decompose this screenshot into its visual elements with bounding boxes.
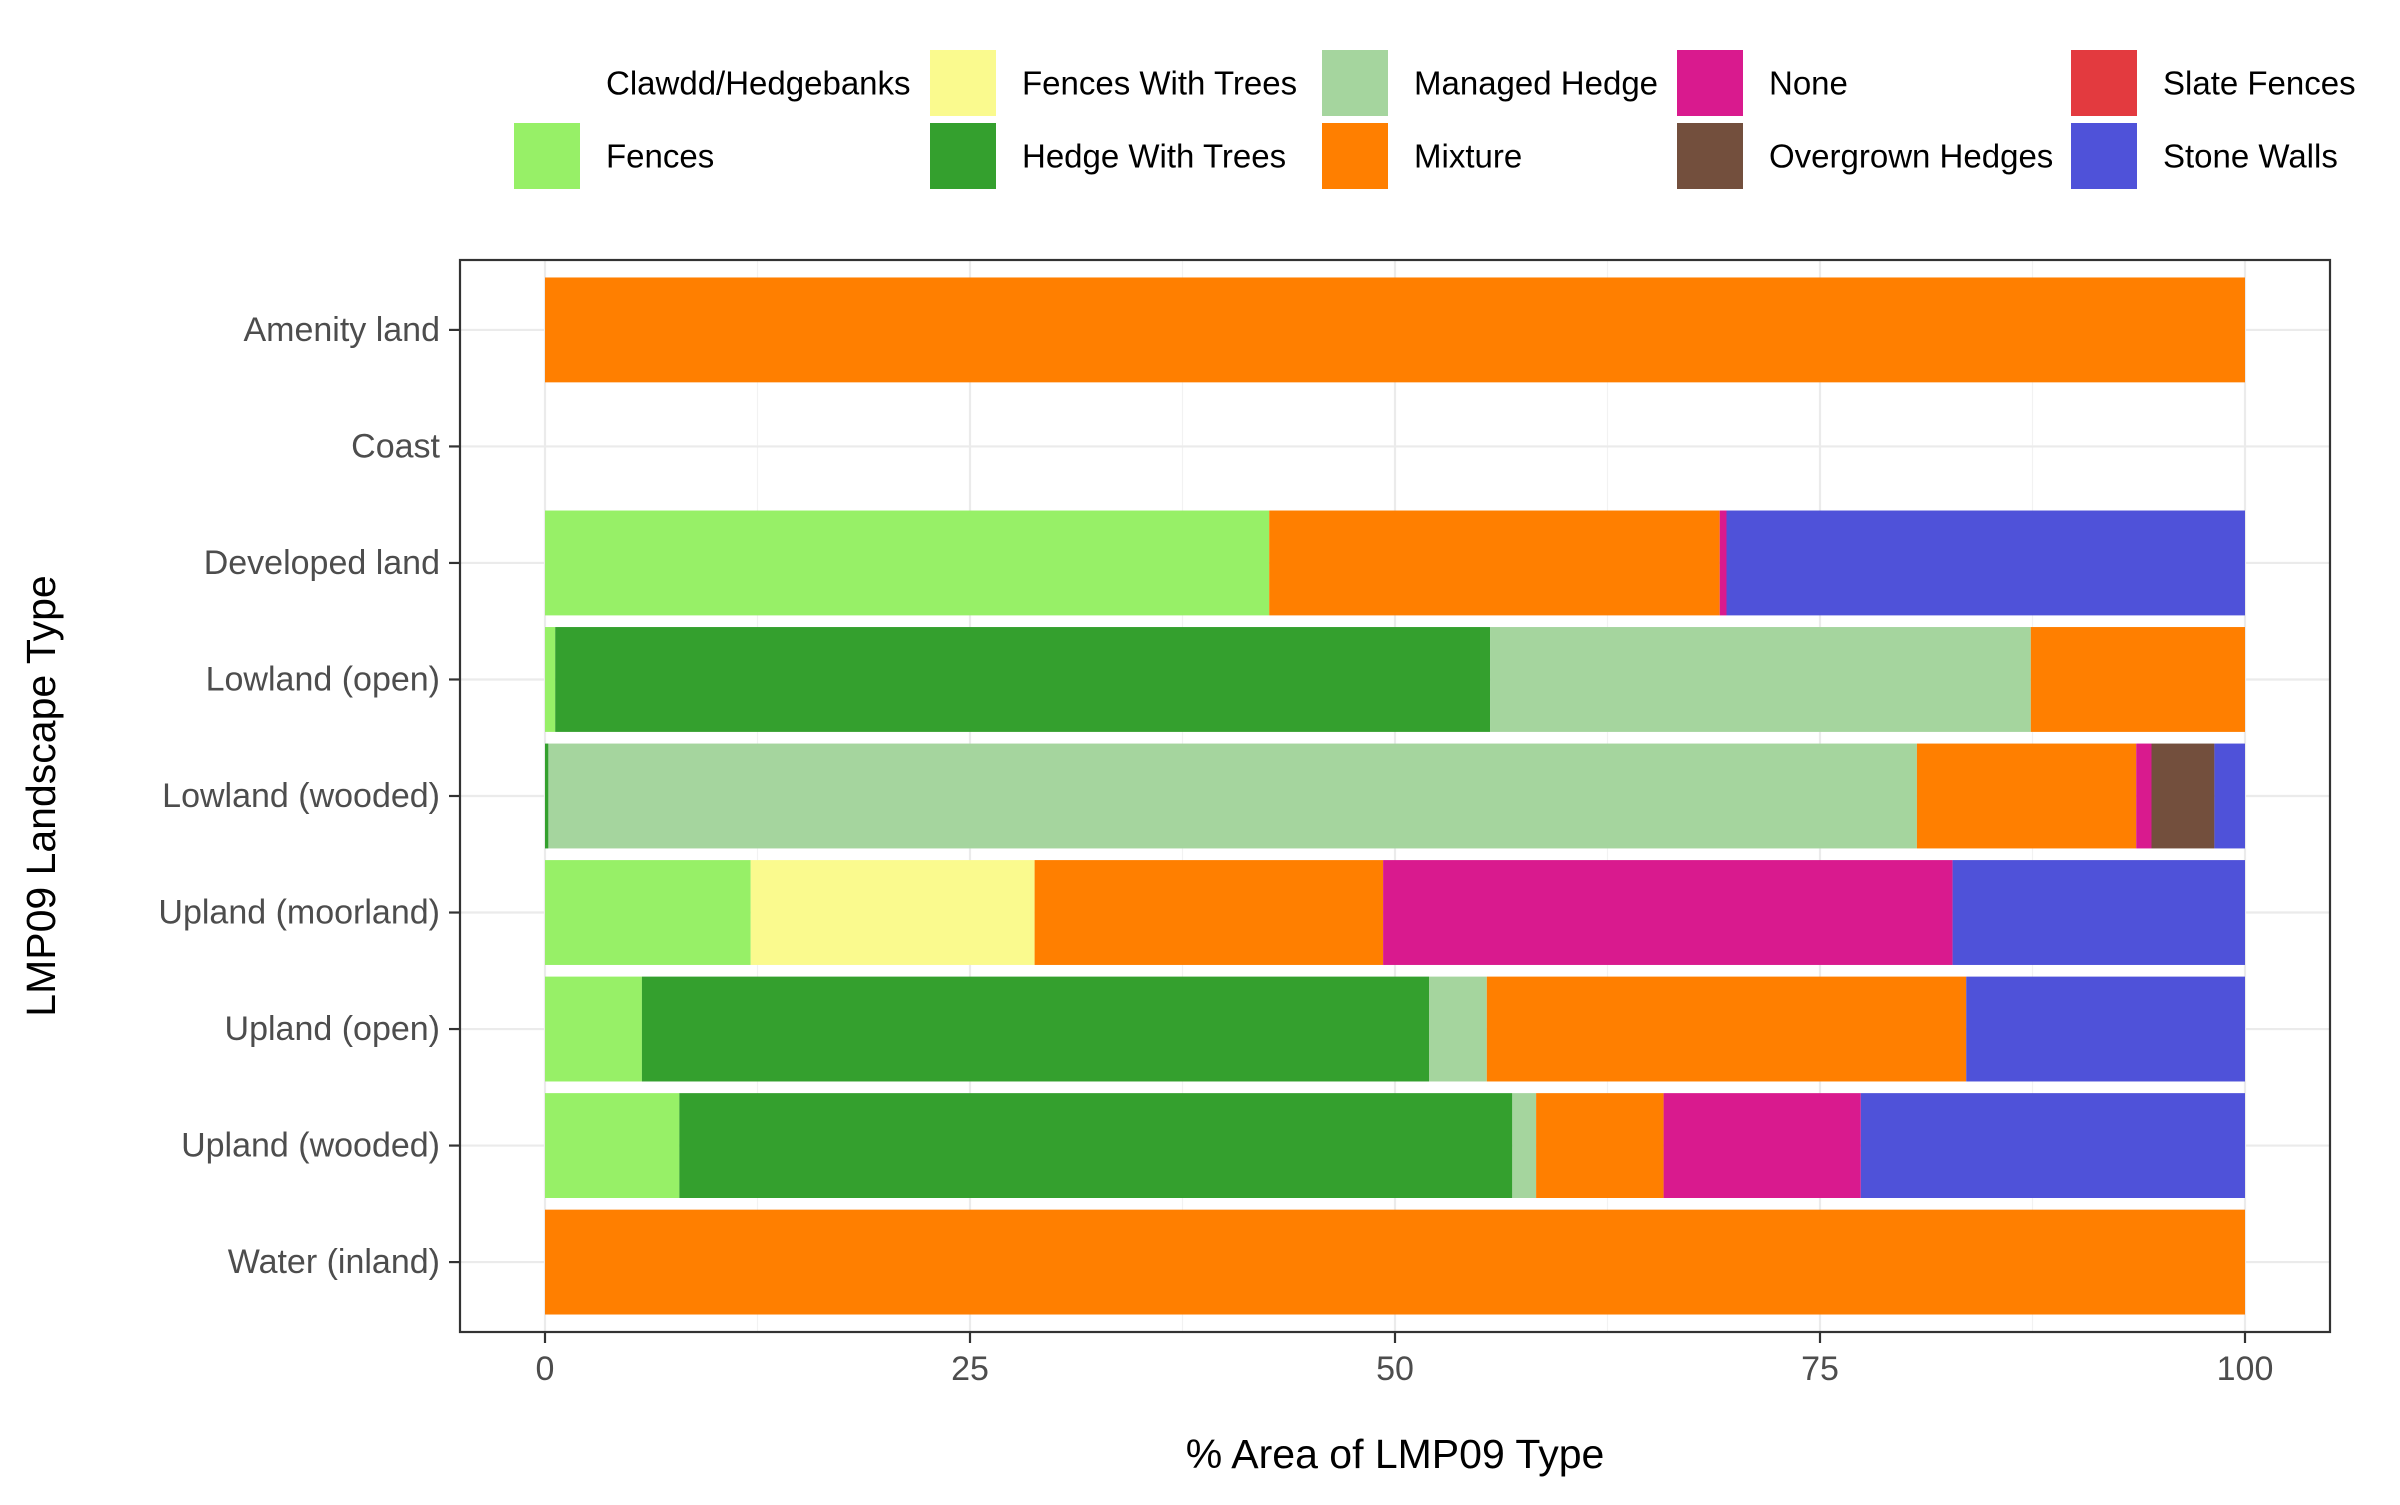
y-tick-label: Amenity land — [243, 311, 440, 349]
bar-lowland-open-hedge-with-trees — [555, 627, 1491, 732]
bar-upland-wooded-managed-hedge — [1512, 1093, 1537, 1198]
legend-item-mixture: Mixture — [1322, 123, 1522, 189]
legend-item-fences-with-trees: Fences With Trees — [930, 50, 1297, 116]
y-tick-label: Coast — [351, 427, 440, 465]
bar-upland-open-managed-hedge — [1429, 976, 1487, 1082]
legend-key — [514, 50, 580, 116]
legend-label: Fences — [606, 138, 714, 175]
x-tick-label: 75 — [1801, 1350, 1839, 1388]
legend-item-overgrown-hedges: Overgrown Hedges — [1677, 123, 2053, 189]
x-tick-label: 100 — [2217, 1350, 2274, 1388]
bar-lowland-wooded-hedge-with-trees — [545, 743, 549, 849]
bar-upland-wooded-hedge-with-trees — [679, 1093, 1513, 1198]
x-axis: 0 25 50 75 100 — [536, 1332, 2274, 1388]
bar-upland-moorland-stone-walls — [1952, 860, 2245, 965]
bar-upland-open-hedge-with-trees — [641, 976, 1429, 1082]
x-tick-label: 0 — [536, 1350, 555, 1388]
legend-label: Hedge With Trees — [1022, 138, 1286, 175]
bar-lowland-wooded-mixture — [1916, 743, 2137, 849]
bar-lowland-open-mixture — [2030, 627, 2245, 732]
bar-lowland-open-fences — [545, 627, 556, 732]
legend-key — [514, 123, 580, 189]
bar-water-inland-mixture — [545, 1209, 2245, 1315]
legend-label: Slate Fences — [2163, 65, 2356, 102]
bar-developed-land-mixture — [1269, 510, 1720, 616]
legend-key — [1677, 50, 1743, 116]
bar-developed-land-fences — [545, 510, 1270, 616]
bar-upland-wooded-mixture — [1536, 1093, 1664, 1198]
y-tick-label: Upland (moorland) — [158, 894, 440, 932]
bar-upland-open-fences — [545, 976, 642, 1082]
legend-key — [2071, 50, 2137, 116]
legend-label: Mixture — [1414, 138, 1522, 175]
y-tick-label: Lowland (open) — [206, 660, 440, 698]
legend-key — [930, 50, 996, 116]
bars — [545, 277, 2245, 1315]
legend-item-hedge-with-trees: Hedge With Trees — [930, 123, 1286, 189]
y-axis: Amenity land Coast Developed land Lowland (… — [158, 311, 460, 1281]
legend-item-slate-fences: Slate Fences — [2071, 50, 2356, 116]
bar-lowland-wooded-none — [2136, 743, 2152, 849]
bar-upland-wooded-fences — [545, 1093, 680, 1198]
bar-upland-moorland-mixture — [1034, 860, 1384, 965]
legend-item-stone-walls: Stone Walls — [2071, 123, 2338, 189]
bar-lowland-wooded-overgrown-hedges — [2151, 743, 2215, 849]
bar-lowland-open-managed-hedge — [1490, 627, 2031, 732]
bar-upland-moorland-fences-with-trees — [750, 860, 1035, 965]
legend-key — [1677, 123, 1743, 189]
bar-lowland-wooded-managed-hedge — [548, 743, 1917, 849]
x-tick-label: 50 — [1376, 1350, 1414, 1388]
y-tick-label: Upland (wooded) — [181, 1127, 440, 1165]
y-tick-label: Water (inland) — [228, 1243, 440, 1281]
bar-upland-moorland-none — [1383, 860, 1953, 965]
x-axis-title: % Area of LMP09 Type — [1186, 1431, 1605, 1477]
legend-item-fences: Fences — [514, 123, 714, 189]
legend-item-managed-hedge: Managed Hedge — [1322, 50, 1658, 116]
legend-item-clawdd-hedgebanks: Clawdd/Hedgebanks — [514, 50, 911, 116]
y-tick-label: Lowland (wooded) — [162, 777, 440, 815]
legend-key — [1322, 123, 1388, 189]
y-tick-label: Upland (open) — [225, 1010, 440, 1048]
legend-label: Clawdd/Hedgebanks — [606, 65, 911, 102]
bar-developed-land-none — [1719, 510, 1727, 616]
bar-lowland-wooded-stone-walls — [2214, 743, 2245, 849]
legend-key — [2071, 123, 2137, 189]
legend-label: Fences With Trees — [1022, 65, 1297, 102]
legend-label: Overgrown Hedges — [1769, 138, 2053, 175]
bar-upland-wooded-none — [1663, 1093, 1861, 1198]
x-tick-label: 25 — [951, 1350, 989, 1388]
legend-item-none: None — [1677, 50, 1848, 116]
legend-key — [930, 123, 996, 189]
bar-amenity-land-mixture — [545, 277, 2245, 383]
bar-upland-moorland-fences — [545, 860, 751, 965]
legend-key — [1322, 50, 1388, 116]
bar-upland-open-stone-walls — [1966, 976, 2245, 1082]
legend: Clawdd/Hedgebanks Fences Fences With Trees… — [514, 50, 2356, 189]
bar-developed-land-stone-walls — [1726, 510, 2245, 616]
legend-label: Stone Walls — [2163, 138, 2338, 175]
bar-upland-wooded-stone-walls — [1860, 1093, 2245, 1198]
y-tick-label: Developed land — [204, 544, 440, 582]
legend-label: None — [1769, 65, 1848, 102]
legend-label: Managed Hedge — [1414, 65, 1658, 102]
bar-upland-open-mixture — [1486, 976, 1967, 1082]
y-axis-title: LMP09 Landscape Type — [18, 575, 64, 1016]
